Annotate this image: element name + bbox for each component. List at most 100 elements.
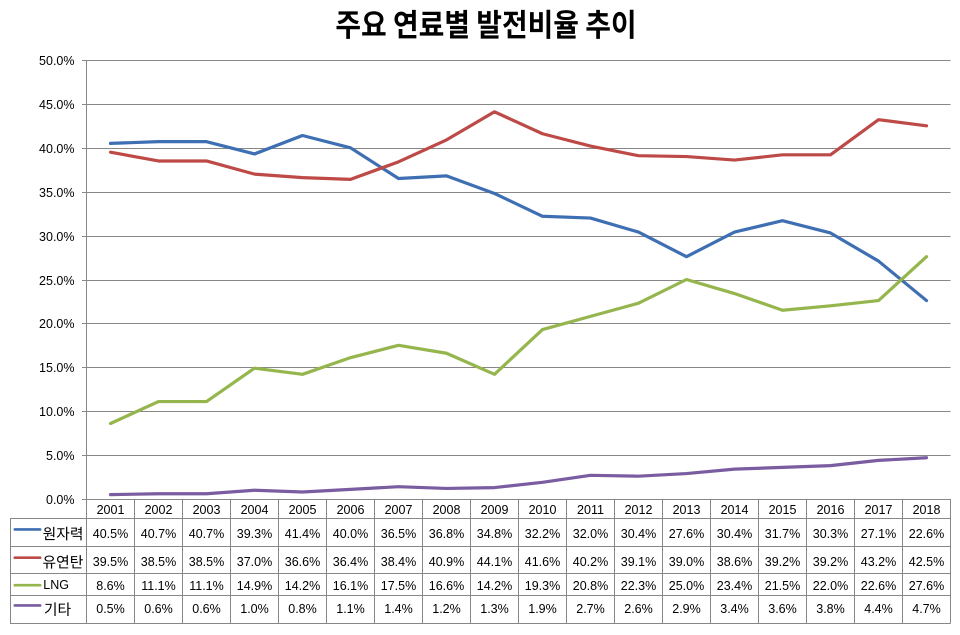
svg-text:30.0%: 30.0% — [39, 230, 74, 244]
svg-text:30.3%: 30.3% — [813, 527, 848, 541]
svg-text:2009: 2009 — [481, 503, 509, 517]
svg-text:2.6%: 2.6% — [624, 602, 653, 616]
svg-text:2.9%: 2.9% — [672, 602, 701, 616]
svg-text:39.5%: 39.5% — [93, 555, 128, 569]
svg-text:22.0%: 22.0% — [813, 579, 848, 593]
svg-text:37.0%: 37.0% — [237, 555, 272, 569]
svg-text:30.4%: 30.4% — [717, 527, 752, 541]
svg-text:2002: 2002 — [145, 503, 173, 517]
svg-text:16.1%: 16.1% — [333, 579, 368, 593]
svg-text:22.6%: 22.6% — [861, 579, 896, 593]
svg-text:1.4%: 1.4% — [384, 602, 413, 616]
svg-text:38.4%: 38.4% — [381, 555, 416, 569]
svg-text:0.6%: 0.6% — [144, 602, 173, 616]
svg-text:2013: 2013 — [673, 503, 701, 517]
svg-text:39.0%: 39.0% — [669, 555, 704, 569]
svg-text:2017: 2017 — [865, 503, 893, 517]
svg-text:2011: 2011 — [577, 503, 604, 517]
svg-text:2004: 2004 — [241, 503, 269, 517]
svg-text:20.0%: 20.0% — [39, 317, 74, 331]
svg-text:3.8%: 3.8% — [816, 602, 845, 616]
svg-text:34.8%: 34.8% — [477, 527, 512, 541]
svg-text:2.7%: 2.7% — [576, 602, 605, 616]
svg-text:0.5%: 0.5% — [96, 602, 125, 616]
svg-text:8.6%: 8.6% — [96, 579, 125, 593]
svg-text:25.0%: 25.0% — [669, 579, 704, 593]
svg-text:40.9%: 40.9% — [429, 555, 464, 569]
svg-text:50.0%: 50.0% — [39, 54, 74, 68]
svg-text:2006: 2006 — [337, 503, 365, 517]
svg-text:36.5%: 36.5% — [381, 527, 416, 541]
svg-text:42.5%: 42.5% — [909, 555, 944, 569]
svg-text:25.0%: 25.0% — [39, 274, 74, 288]
svg-text:1.9%: 1.9% — [528, 602, 557, 616]
svg-text:45.0%: 45.0% — [39, 98, 74, 112]
svg-text:27.6%: 27.6% — [909, 579, 944, 593]
svg-text:23.4%: 23.4% — [717, 579, 752, 593]
svg-text:39.1%: 39.1% — [621, 555, 656, 569]
svg-text:31.7%: 31.7% — [765, 527, 800, 541]
svg-text:3.4%: 3.4% — [720, 602, 749, 616]
svg-text:0.8%: 0.8% — [288, 602, 317, 616]
svg-text:15.0%: 15.0% — [39, 361, 74, 375]
svg-text:2008: 2008 — [433, 503, 461, 517]
svg-text:30.4%: 30.4% — [621, 527, 656, 541]
svg-text:22.6%: 22.6% — [909, 527, 944, 541]
svg-text:40.5%: 40.5% — [93, 527, 128, 541]
svg-text:35.0%: 35.0% — [39, 186, 74, 200]
svg-text:17.5%: 17.5% — [381, 579, 416, 593]
svg-text:4.4%: 4.4% — [864, 602, 893, 616]
svg-text:19.3%: 19.3% — [525, 579, 560, 593]
svg-text:36.6%: 36.6% — [285, 555, 320, 569]
svg-text:4.7%: 4.7% — [912, 602, 941, 616]
svg-text:36.8%: 36.8% — [429, 527, 464, 541]
svg-text:22.3%: 22.3% — [621, 579, 656, 593]
svg-text:39.3%: 39.3% — [237, 527, 272, 541]
svg-text:41.4%: 41.4% — [285, 527, 320, 541]
svg-text:36.4%: 36.4% — [333, 555, 368, 569]
svg-text:40.0%: 40.0% — [333, 527, 368, 541]
svg-text:2001: 2001 — [97, 503, 125, 517]
svg-text:14.9%: 14.9% — [237, 579, 272, 593]
svg-text:16.6%: 16.6% — [429, 579, 464, 593]
svg-text:21.5%: 21.5% — [765, 579, 800, 593]
svg-text:44.1%: 44.1% — [477, 555, 512, 569]
svg-text:0.6%: 0.6% — [192, 602, 221, 616]
svg-text:27.1%: 27.1% — [861, 527, 896, 541]
svg-text:2016: 2016 — [817, 503, 845, 517]
svg-text:2005: 2005 — [289, 503, 317, 517]
svg-text:2014: 2014 — [721, 503, 749, 517]
svg-text:1.2%: 1.2% — [432, 602, 461, 616]
svg-text:39.2%: 39.2% — [765, 555, 800, 569]
svg-text:LNG: LNG — [43, 578, 69, 592]
svg-text:2003: 2003 — [193, 503, 221, 517]
svg-text:5.0%: 5.0% — [46, 449, 75, 463]
svg-text:1.3%: 1.3% — [480, 602, 509, 616]
svg-text:11.1%: 11.1% — [189, 579, 224, 593]
svg-text:43.2%: 43.2% — [861, 555, 896, 569]
svg-text:38.5%: 38.5% — [189, 555, 224, 569]
svg-text:32.2%: 32.2% — [525, 527, 560, 541]
svg-text:3.6%: 3.6% — [768, 602, 797, 616]
svg-text:14.2%: 14.2% — [477, 579, 512, 593]
svg-text:40.2%: 40.2% — [573, 555, 608, 569]
svg-text:2015: 2015 — [769, 503, 797, 517]
svg-text:20.8%: 20.8% — [573, 579, 608, 593]
svg-text:32.0%: 32.0% — [573, 527, 608, 541]
svg-text:2012: 2012 — [625, 503, 653, 517]
svg-text:38.6%: 38.6% — [717, 555, 752, 569]
svg-text:10.0%: 10.0% — [39, 405, 74, 419]
svg-text:11.1%: 11.1% — [141, 579, 176, 593]
svg-text:2010: 2010 — [529, 503, 557, 517]
svg-text:1.0%: 1.0% — [240, 602, 269, 616]
svg-text:38.5%: 38.5% — [141, 555, 176, 569]
svg-text:40.0%: 40.0% — [39, 142, 74, 156]
svg-text:14.2%: 14.2% — [285, 579, 320, 593]
svg-text:41.6%: 41.6% — [525, 555, 560, 569]
svg-text:27.6%: 27.6% — [669, 527, 704, 541]
svg-text:40.7%: 40.7% — [141, 527, 176, 541]
svg-text:0.0%: 0.0% — [46, 493, 75, 507]
svg-text:40.7%: 40.7% — [189, 527, 224, 541]
svg-text:2007: 2007 — [385, 503, 413, 517]
svg-text:2018: 2018 — [913, 503, 941, 517]
